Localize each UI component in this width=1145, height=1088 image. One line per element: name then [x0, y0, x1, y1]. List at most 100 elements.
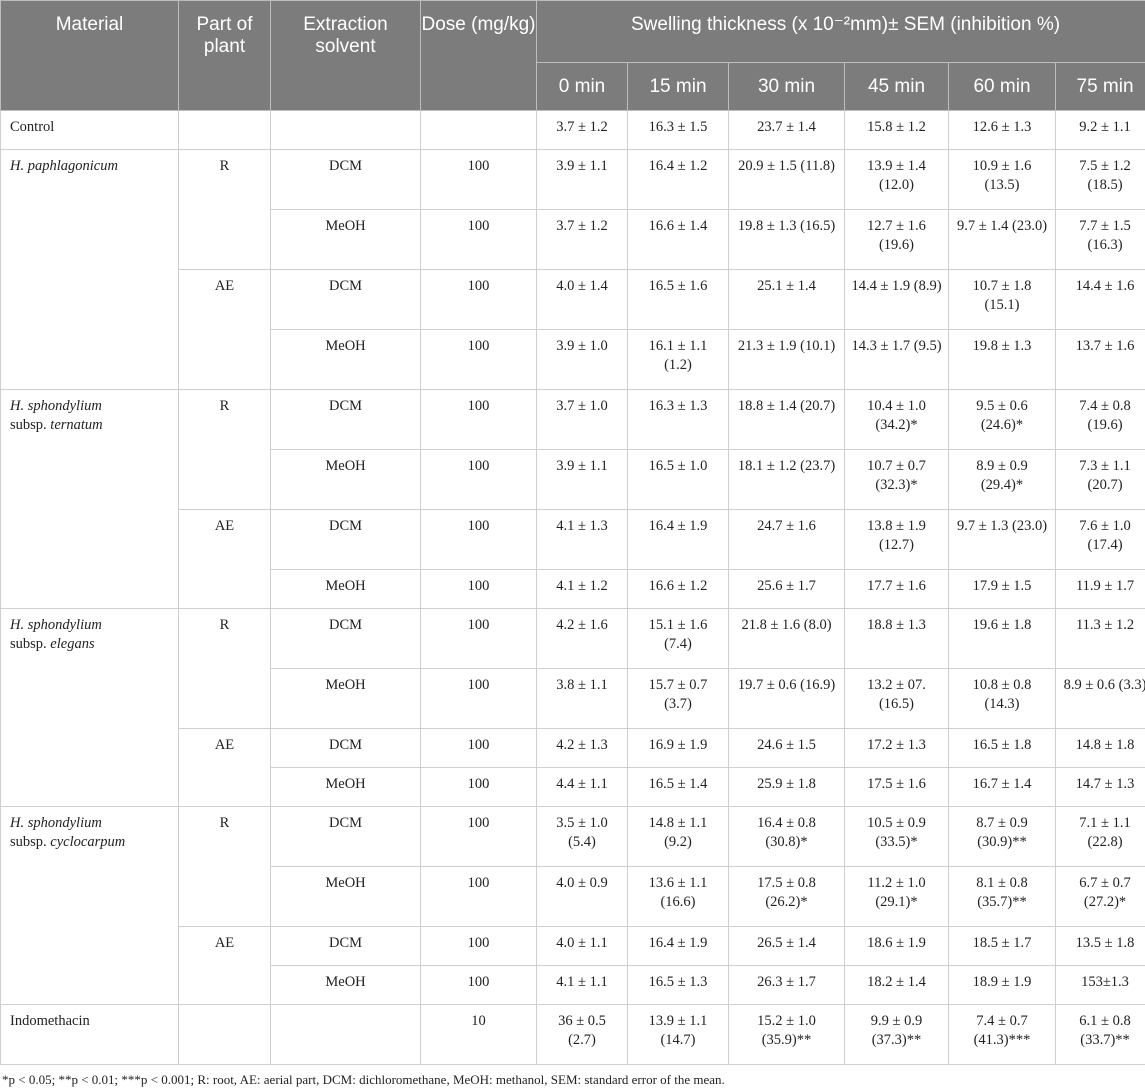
subspecies-name: cyclocarpum: [50, 834, 125, 850]
value-cell: 6.1 ± 0.8 (33.7)**: [1056, 1005, 1145, 1065]
value-cell: 26.3 ± 1.7: [729, 966, 845, 1005]
value-cell: 11.2 ± 1.0 (29.1)*: [845, 867, 949, 927]
value-cell: 3.7 ± 1.0: [537, 390, 628, 450]
dose-cell: 100: [421, 966, 537, 1005]
header-time: 0 min: [537, 63, 628, 111]
solvent-cell: MeOH: [271, 210, 421, 270]
value-cell: 4.4 ± 1.1: [537, 768, 628, 807]
value-cell: 6.7 ± 0.7 (27.2)*: [1056, 867, 1145, 927]
solvent-cell: DCM: [271, 729, 421, 768]
value-cell: 3.7 ± 1.2: [537, 210, 628, 270]
value-cell: 18.8 ± 1.3: [845, 609, 949, 669]
value-cell: 18.9 ± 1.9: [949, 966, 1056, 1005]
value-cell: 4.2 ± 1.6: [537, 609, 628, 669]
value-cell: 16.5 ± 1.3: [628, 966, 729, 1005]
part-cell: AE: [179, 729, 271, 807]
species-name: H. paphlagonicum: [10, 158, 118, 174]
value-cell: 3.8 ± 1.1: [537, 669, 628, 729]
part-cell: R: [179, 150, 271, 270]
value-cell: 24.7 ± 1.6: [729, 510, 845, 570]
value-cell: 12.7 ± 1.6 (19.6): [845, 210, 949, 270]
dose-cell: 100: [421, 450, 537, 510]
value-cell: 13.8 ± 1.9 (12.7): [845, 510, 949, 570]
header-part: Part of plant: [179, 1, 271, 111]
value-cell: 14.8 ± 1.1 (9.2): [628, 807, 729, 867]
value-cell: 17.5 ± 1.6: [845, 768, 949, 807]
header-time: 30 min: [729, 63, 845, 111]
value-cell: 16.3 ± 1.5: [628, 111, 729, 150]
header-swelling: Swelling thickness (x 10⁻²mm)± SEM (inhi…: [537, 1, 1145, 63]
value-cell: 4.0 ± 1.4: [537, 270, 628, 330]
table-footnote: *p < 0.05; **p < 0.01; ***p < 0.001; R: …: [0, 1065, 1145, 1088]
value-cell: 13.5 ± 1.8: [1056, 927, 1145, 966]
solvent-cell: DCM: [271, 807, 421, 867]
value-cell: 19.8 ± 1.3: [949, 330, 1056, 390]
dose-cell: 100: [421, 807, 537, 867]
value-cell: 4.0 ± 0.9: [537, 867, 628, 927]
value-cell: 18.2 ± 1.4: [845, 966, 949, 1005]
value-cell: 4.2 ± 1.3: [537, 729, 628, 768]
value-cell: 10.5 ± 0.9 (33.5)*: [845, 807, 949, 867]
solvent-cell: DCM: [271, 270, 421, 330]
dose-cell: 100: [421, 270, 537, 330]
dose-cell: [421, 111, 537, 150]
value-cell: 14.4 ± 1.6: [1056, 270, 1145, 330]
value-cell: 14.4 ± 1.9 (8.9): [845, 270, 949, 330]
value-cell: 21.8 ± 1.6 (8.0): [729, 609, 845, 669]
part-cell: R: [179, 390, 271, 510]
value-cell: 15.8 ± 1.2: [845, 111, 949, 150]
value-cell: 15.1 ± 1.6 (7.4): [628, 609, 729, 669]
dose-cell: 100: [421, 768, 537, 807]
value-cell: 18.6 ± 1.9: [845, 927, 949, 966]
value-cell: 10.4 ± 1.0 (34.2)*: [845, 390, 949, 450]
part-cell: AE: [179, 927, 271, 1005]
value-cell: 25.1 ± 1.4: [729, 270, 845, 330]
species-name: H. sphondylium: [10, 398, 102, 414]
header-solvent: Extraction solvent: [271, 1, 421, 111]
solvent-cell: DCM: [271, 510, 421, 570]
value-cell: 16.4 ± 1.9: [628, 927, 729, 966]
value-cell: 13.9 ± 1.1 (14.7): [628, 1005, 729, 1065]
material-cell: Indomethacin: [1, 1005, 179, 1065]
value-cell: 16.6 ± 1.2: [628, 570, 729, 609]
value-cell: 16.6 ± 1.4: [628, 210, 729, 270]
solvent-cell: MeOH: [271, 450, 421, 510]
value-cell: 16.7 ± 1.4: [949, 768, 1056, 807]
value-cell: 25.6 ± 1.7: [729, 570, 845, 609]
value-cell: 4.1 ± 1.2: [537, 570, 628, 609]
dose-cell: 100: [421, 510, 537, 570]
solvent-cell: [271, 1005, 421, 1065]
value-cell: 10.7 ± 0.7 (32.3)*: [845, 450, 949, 510]
value-cell: 3.9 ± 1.1: [537, 450, 628, 510]
value-cell: 14.3 ± 1.7 (9.5): [845, 330, 949, 390]
value-cell: 23.7 ± 1.4: [729, 111, 845, 150]
value-cell: 3.7 ± 1.2: [537, 111, 628, 150]
value-cell: 16.4 ± 1.2: [628, 150, 729, 210]
value-cell: 18.1 ± 1.2 (23.7): [729, 450, 845, 510]
value-cell: 16.3 ± 1.3: [628, 390, 729, 450]
value-cell: 20.9 ± 1.5 (11.8): [729, 150, 845, 210]
header-time: 75 min: [1056, 63, 1145, 111]
part-cell: AE: [179, 510, 271, 609]
value-cell: 14.7 ± 1.3: [1056, 768, 1145, 807]
value-cell: 19.7 ± 0.6 (16.9): [729, 669, 845, 729]
value-cell: 9.5 ± 0.6 (24.6)*: [949, 390, 1056, 450]
solvent-cell: DCM: [271, 609, 421, 669]
value-cell: 14.8 ± 1.8: [1056, 729, 1145, 768]
value-cell: 7.4 ± 0.7 (41.3)***: [949, 1005, 1056, 1065]
value-cell: 8.7 ± 0.9 (30.9)**: [949, 807, 1056, 867]
dose-cell: 100: [421, 570, 537, 609]
value-cell: 16.4 ± 1.9: [628, 510, 729, 570]
value-cell: 9.7 ± 1.4 (23.0): [949, 210, 1056, 270]
dose-cell: 100: [421, 927, 537, 966]
value-cell: 3.9 ± 1.0: [537, 330, 628, 390]
solvent-cell: MeOH: [271, 570, 421, 609]
value-cell: 13.2 ± 07. (16.5): [845, 669, 949, 729]
value-cell: 4.1 ± 1.1: [537, 966, 628, 1005]
solvent-cell: DCM: [271, 150, 421, 210]
species-name: H. sphondylium: [10, 815, 102, 831]
